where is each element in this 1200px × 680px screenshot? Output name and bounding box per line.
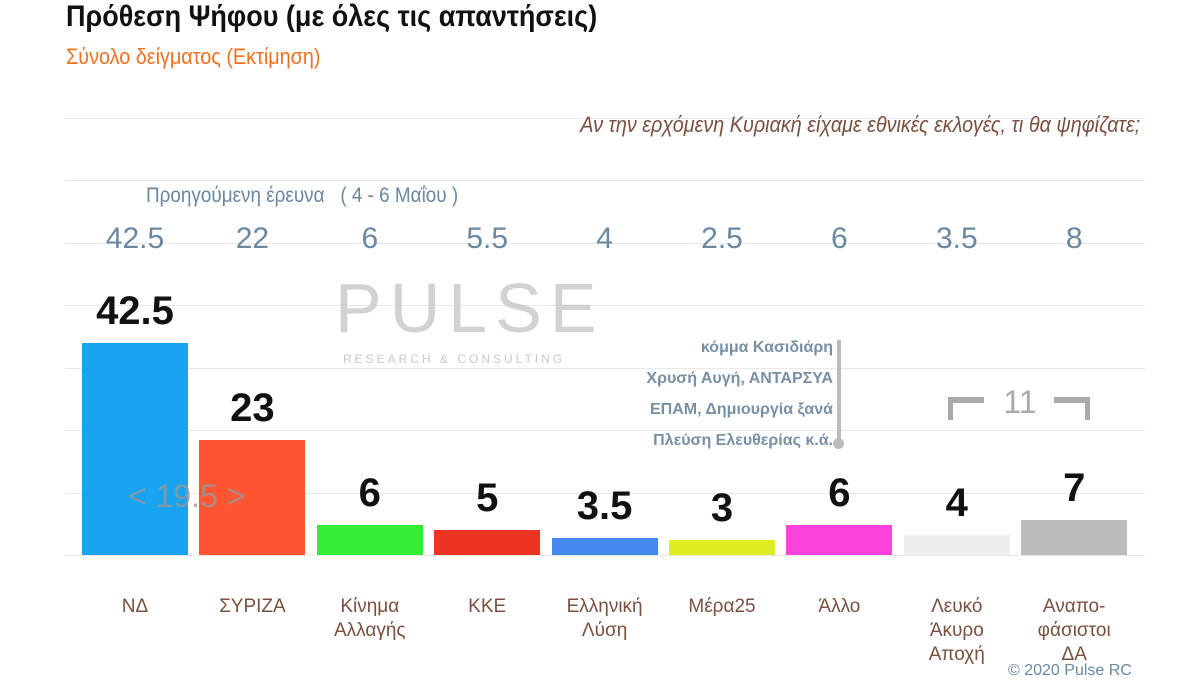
- gridline: [65, 180, 1145, 181]
- note-line: Χρυσή Αυγή, ΑΝΤΑΡΣΥΑ: [646, 370, 833, 387]
- value-label: 5: [476, 476, 499, 520]
- previous-value-label: 6: [831, 222, 848, 255]
- note-connector-dot: [833, 438, 844, 449]
- copyright: © 2020 Pulse RC: [1008, 662, 1132, 679]
- bar: [1021, 520, 1128, 555]
- gridline: [65, 492, 1145, 494]
- survey-question: Αν την ερχόμενη Κυριακή είχαμε εθνικές ε…: [580, 112, 1140, 137]
- note-line: κόμμα Κασιδιάρη: [700, 339, 833, 356]
- category-label: Κίνημα Αλλαγής: [334, 596, 406, 641]
- chart-title: Πρόθεση Ψήφου (με όλες τις απαντήσεις): [66, 0, 598, 33]
- other-parties-note: κόμμα Κασιδιάρη Χρυσή Αυγή, ΑΝΤΑΡΣΥΑ ΕΠΑ…: [646, 332, 833, 456]
- value-label: 4: [945, 481, 968, 525]
- bar: [669, 540, 775, 555]
- previous-value-label: 5.5: [466, 222, 509, 255]
- value-label: 3: [710, 486, 734, 530]
- value-label: 42.5: [96, 288, 174, 333]
- value-label: 6: [828, 471, 851, 515]
- gridline: [65, 305, 1145, 306]
- value-label: 23: [230, 386, 275, 430]
- chart-subtitle: Σύνολο δείγματος (Εκτίμηση): [66, 44, 321, 69]
- value-label: 3.5: [576, 483, 633, 528]
- bracket-shape: [948, 397, 1090, 420]
- previous-value-label: 42.5: [105, 222, 165, 255]
- bar: [316, 525, 423, 555]
- previous-value-label: 2.5: [701, 222, 743, 255]
- category-label: ΣΥΡΙΖΑ: [219, 596, 286, 617]
- previous-value-label: 22: [235, 222, 270, 255]
- category-label: ΝΔ: [121, 596, 149, 617]
- note-line: Πλεύση Ελευθερίας κ.ά.: [653, 432, 833, 449]
- previous-survey-label: Προηγούμενη έρευνα ( 4 - 6 Μαΐου ): [146, 184, 459, 207]
- watermark-logo: PULSE: [335, 269, 605, 347]
- category-label: Μέρα25: [688, 596, 756, 617]
- gridline: [65, 367, 1145, 369]
- bar: [903, 535, 1010, 555]
- bar: [82, 342, 188, 555]
- category-label: Άλλο: [818, 596, 861, 617]
- note-connector: [837, 340, 841, 442]
- previous-value-label: 4: [596, 222, 613, 255]
- previous-value-label: 8: [1065, 222, 1083, 255]
- previous-value-label: 3.5: [935, 222, 978, 255]
- note-line: ΕΠΑΜ, Δημιουργία ξανά: [649, 401, 833, 418]
- gridline: [65, 555, 1145, 556]
- bar: [199, 440, 306, 555]
- category-label: Αναπο- φάσιστοι ΔΑ: [1037, 596, 1111, 665]
- gap-annotation: < 19.5 >: [128, 478, 246, 514]
- bar: [786, 525, 893, 555]
- category-label: Ελληνική Λύση: [566, 596, 643, 641]
- gridline: [65, 242, 1145, 244]
- gridline: [65, 430, 1145, 431]
- gridline: [65, 117, 1145, 119]
- bar: [551, 537, 658, 555]
- bracket-sum-label: 11: [1003, 384, 1037, 420]
- watermark-tagline: RESEARCH & CONSULTING: [343, 352, 566, 366]
- value-label: 6: [358, 471, 381, 515]
- previous-value-label: 6: [361, 222, 379, 255]
- bar: [434, 530, 541, 555]
- category-label: ΚΚΕ: [468, 596, 507, 617]
- category-label: Λευκό Άκυρο Αποχή: [928, 596, 985, 665]
- value-label: 7: [1063, 466, 1086, 510]
